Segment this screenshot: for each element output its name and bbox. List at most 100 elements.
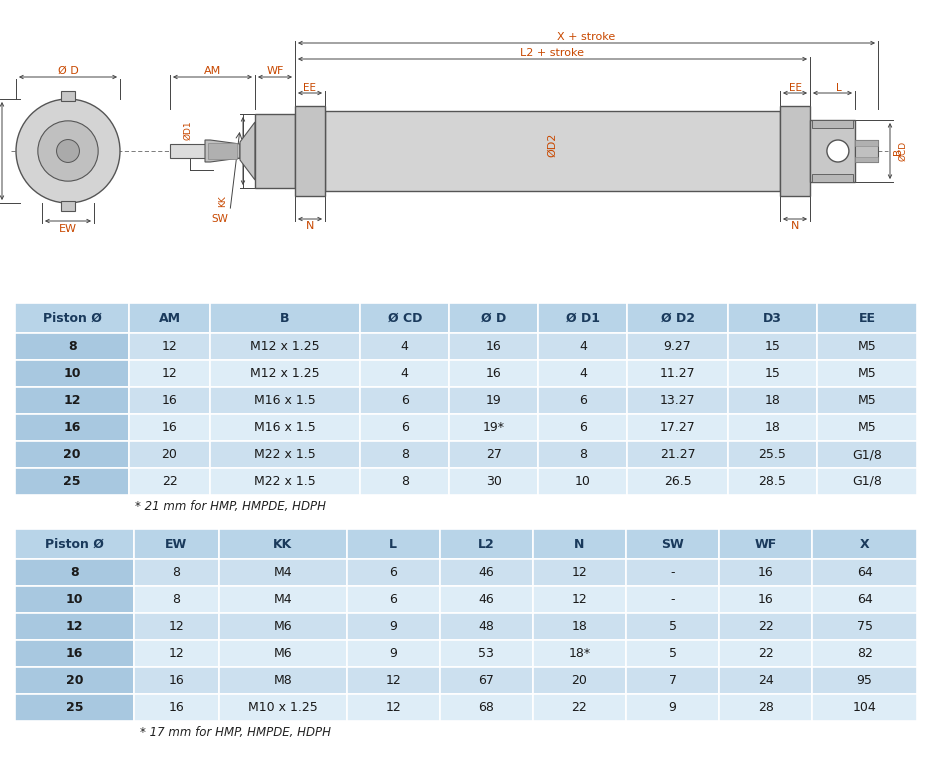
Bar	[626, 529, 720, 559]
Text: EW: EW	[59, 224, 77, 234]
Bar	[816, 360, 917, 387]
Text: 25: 25	[63, 475, 81, 488]
Text: 7: 7	[668, 674, 677, 687]
Bar	[539, 468, 627, 495]
Text: WF: WF	[267, 66, 283, 76]
Bar	[539, 387, 627, 414]
Text: 16: 16	[161, 421, 177, 434]
Bar	[812, 174, 853, 182]
Bar	[130, 387, 210, 414]
Bar	[816, 303, 917, 333]
Bar	[219, 613, 347, 640]
Text: 16: 16	[161, 394, 177, 407]
Bar	[720, 529, 813, 559]
Bar	[720, 640, 813, 667]
Bar	[720, 613, 813, 640]
Text: 16: 16	[758, 566, 774, 579]
Bar	[15, 586, 134, 613]
Bar	[170, 144, 310, 158]
Bar	[360, 303, 449, 333]
Text: 18: 18	[764, 394, 780, 407]
Bar	[325, 111, 780, 191]
Text: * 21 mm for HMP, HMPDE, HDPH: * 21 mm for HMP, HMPDE, HDPH	[135, 500, 326, 513]
Text: EW: EW	[165, 537, 187, 550]
Text: Piston Ø: Piston Ø	[46, 537, 104, 550]
Text: WF: WF	[755, 537, 776, 550]
Bar	[440, 586, 533, 613]
Text: M4: M4	[273, 593, 292, 606]
Bar	[533, 529, 626, 559]
Bar	[440, 667, 533, 694]
Text: 4: 4	[579, 367, 587, 380]
Bar	[816, 441, 917, 468]
Text: M12 x 1.25: M12 x 1.25	[250, 367, 320, 380]
Bar	[813, 586, 917, 613]
Bar	[347, 529, 440, 559]
Bar	[134, 640, 219, 667]
Bar	[219, 559, 347, 586]
Bar	[720, 667, 813, 694]
Bar	[539, 303, 627, 333]
Text: 12: 12	[571, 566, 587, 579]
Bar	[813, 613, 917, 640]
Bar	[61, 91, 75, 101]
Bar	[449, 414, 539, 441]
Bar	[134, 613, 219, 640]
Text: AM: AM	[158, 311, 181, 325]
Bar	[449, 387, 539, 414]
Text: M5: M5	[857, 421, 876, 434]
Text: 18*: 18*	[569, 647, 591, 660]
Text: N: N	[791, 221, 799, 231]
Polygon shape	[205, 140, 240, 162]
Text: 12: 12	[169, 620, 185, 633]
Text: G1/8: G1/8	[852, 448, 882, 461]
Text: 6: 6	[390, 593, 397, 606]
Bar	[810, 120, 855, 182]
Text: 64: 64	[857, 566, 872, 579]
Text: 9: 9	[390, 620, 397, 633]
Text: 16: 16	[486, 340, 501, 353]
Text: 28.5: 28.5	[759, 475, 787, 488]
Text: 6: 6	[401, 394, 409, 407]
Bar	[219, 640, 347, 667]
Text: KK: KK	[218, 195, 227, 207]
Bar	[210, 360, 360, 387]
Text: L2 + stroke: L2 + stroke	[520, 48, 584, 58]
Text: 16: 16	[66, 647, 83, 660]
Bar	[295, 106, 325, 196]
Circle shape	[827, 140, 849, 162]
Text: 6: 6	[390, 566, 397, 579]
Bar	[728, 441, 816, 468]
Bar	[360, 414, 449, 441]
Bar	[626, 694, 720, 721]
Text: 24: 24	[758, 674, 774, 687]
Bar	[449, 333, 539, 360]
Bar	[347, 694, 440, 721]
Bar	[855, 157, 878, 162]
Bar	[728, 387, 816, 414]
Bar	[347, 613, 440, 640]
Bar	[15, 640, 134, 667]
Text: 15: 15	[764, 367, 780, 380]
Bar	[134, 694, 219, 721]
Text: M4: M4	[273, 566, 292, 579]
Text: EE: EE	[788, 83, 802, 93]
Bar	[210, 468, 360, 495]
Text: 16: 16	[169, 701, 185, 714]
Bar	[208, 143, 237, 159]
Bar	[15, 303, 130, 333]
Text: M16 x 1.5: M16 x 1.5	[254, 421, 316, 434]
Text: 22: 22	[161, 475, 177, 488]
Text: 11.27: 11.27	[660, 367, 695, 380]
Bar	[347, 667, 440, 694]
Bar	[15, 694, 134, 721]
Text: M8: M8	[273, 674, 292, 687]
Text: 5: 5	[668, 647, 677, 660]
Bar	[813, 529, 917, 559]
Text: 12: 12	[386, 701, 401, 714]
Circle shape	[57, 140, 79, 163]
Text: 8: 8	[401, 475, 409, 488]
Bar	[449, 441, 539, 468]
Text: 16: 16	[63, 421, 81, 434]
Text: 6: 6	[401, 421, 409, 434]
